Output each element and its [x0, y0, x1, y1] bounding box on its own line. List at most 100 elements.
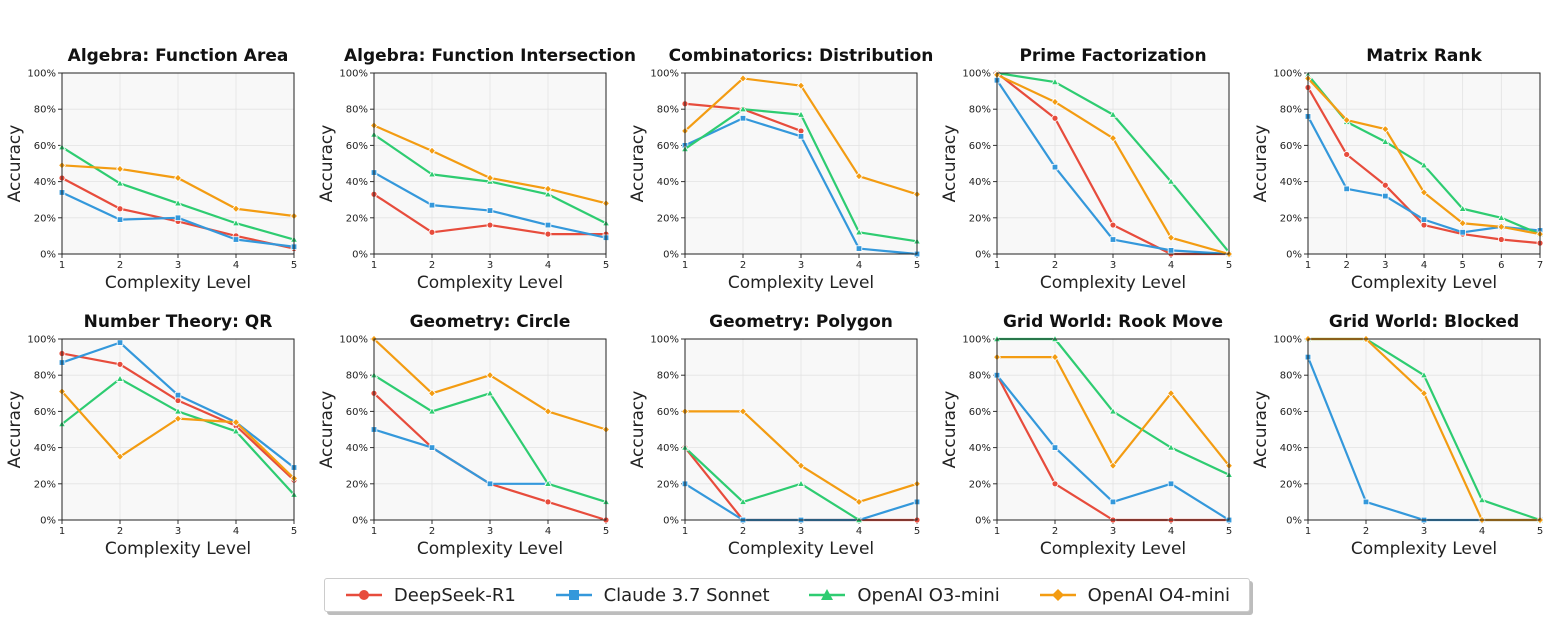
- x-tick-label: 3: [798, 526, 804, 537]
- y-tick-label: 40%: [1280, 177, 1302, 188]
- series-deepseek-r1: [370, 190, 610, 238]
- data-point: [544, 184, 552, 194]
- series-openai-o4-mini: [993, 352, 1233, 470]
- data-point: [739, 115, 747, 122]
- x-tick-label: 1: [371, 260, 377, 271]
- data-point: [738, 497, 748, 505]
- y-tick-label: 0%: [663, 516, 679, 527]
- data-point: [1167, 233, 1175, 242]
- y-tick-label: 80%: [657, 105, 679, 116]
- y-tick-label: 20%: [34, 213, 56, 224]
- chart-title: Number Theory: QR: [84, 312, 273, 332]
- data-point: [544, 230, 552, 238]
- y-tick-label: 60%: [34, 141, 56, 152]
- y-tick-label: 100%: [650, 69, 679, 80]
- data-point: [1381, 124, 1390, 134]
- y-axis-label: Accuracy: [317, 391, 337, 469]
- x-tick-label: 5: [914, 260, 920, 271]
- y-axis-label: Accuracy: [1251, 125, 1271, 203]
- data-point: [1108, 406, 1118, 415]
- data-point: [543, 189, 553, 198]
- y-axis-label: Accuracy: [5, 125, 25, 203]
- plot-frame: [61, 72, 295, 255]
- data-point: [1109, 133, 1117, 143]
- diamond-marker-icon: [1039, 589, 1076, 601]
- chart-geometry-circle: 0% 20% 40% 60% 80% 100% 1 2 3 4 5 Geometry: Circle C…: [317, 312, 611, 559]
- data-point: [1051, 97, 1059, 107]
- chart-title: Combinatorics: Distribution: [669, 46, 934, 66]
- legend-item-o4-mini: OpenAI O4-mini: [1038, 585, 1230, 606]
- data-point: [1051, 480, 1059, 488]
- y-tick-label: 80%: [969, 105, 991, 116]
- x-tick-label: 2: [117, 526, 123, 537]
- data-point: [1167, 480, 1175, 487]
- chart-geometry-polygon: 0% 20% 40% 60% 80% 100% 1 2 3 4 5 Geometry: Polygon…: [628, 312, 921, 559]
- x-tick-label: 2: [429, 260, 435, 271]
- x-tick-label: 3: [1421, 526, 1427, 537]
- data-point: [115, 178, 125, 187]
- x-tick-label: 2: [740, 526, 746, 537]
- y-tick-label: 40%: [34, 443, 56, 454]
- data-point: [174, 397, 182, 404]
- plot-frame: [1307, 72, 1541, 255]
- data-point: [1420, 389, 1428, 398]
- x-tick-label: 2: [1052, 260, 1058, 271]
- legend-label: Claude 3.7 Sonnet: [603, 584, 770, 606]
- y-tick-label: 60%: [34, 407, 56, 418]
- y-tick-label: 100%: [27, 69, 56, 80]
- data-point: [485, 388, 495, 397]
- x-tick-label: 2: [740, 260, 746, 271]
- y-tick-label: 20%: [34, 479, 56, 490]
- x-tick-label: 2: [117, 260, 123, 271]
- data-point: [428, 389, 436, 398]
- x-tick-label: 5: [1537, 526, 1543, 537]
- data-point: [797, 133, 805, 140]
- data-point: [116, 164, 124, 174]
- data-point: [1381, 181, 1389, 189]
- data-point: [1166, 443, 1176, 451]
- data-point: [174, 173, 182, 183]
- series-openai-o4-mini: [370, 121, 610, 208]
- y-tick-label: 40%: [657, 443, 679, 454]
- chart-algebra-function-intersection: 0% 20% 40% 60% 80% 100% 1 2 3 4 5 Algebra: Function…: [317, 46, 636, 293]
- data-point: [543, 479, 553, 487]
- data-point: [797, 127, 805, 135]
- data-point: [854, 227, 864, 236]
- data-point: [797, 81, 805, 90]
- y-tick-label: 80%: [346, 371, 368, 382]
- plot-frame: [61, 338, 295, 521]
- x-tick-label: 4: [233, 260, 239, 271]
- y-tick-label: 0%: [352, 250, 368, 261]
- data-point: [486, 207, 494, 214]
- y-tick-label: 40%: [346, 177, 368, 188]
- data-point: [1362, 498, 1370, 506]
- y-tick-label: 80%: [1280, 371, 1302, 382]
- data-point: [1109, 498, 1117, 506]
- y-tick-label: 40%: [969, 177, 991, 188]
- legend: DeepSeek-R1 Claude 3.7 Sonnet OpenAI O3-…: [324, 578, 1250, 612]
- x-tick-label: 3: [175, 260, 181, 271]
- data-point: [1051, 163, 1059, 171]
- y-tick-label: 40%: [969, 443, 991, 454]
- y-tick-label: 60%: [657, 141, 679, 152]
- y-axis-label: Accuracy: [940, 391, 960, 469]
- data-point: [855, 171, 863, 181]
- y-tick-label: 60%: [969, 407, 991, 418]
- legend-item-o3-mini: OpenAI O3-mini: [807, 585, 1000, 606]
- x-tick-label: 5: [914, 526, 920, 537]
- x-axis-label: Complexity Level: [417, 539, 563, 559]
- x-axis-label: Complexity Level: [1351, 539, 1497, 559]
- y-axis-label: Accuracy: [317, 125, 337, 203]
- y-tick-label: 80%: [346, 105, 368, 116]
- data-point: [231, 218, 241, 227]
- plot-frame: [373, 338, 607, 521]
- x-tick-label: 4: [1168, 526, 1174, 537]
- x-tick-label: 2: [1052, 526, 1058, 537]
- y-tick-label: 40%: [346, 443, 368, 454]
- x-axis-label: Complexity Level: [1351, 273, 1497, 293]
- data-point: [1458, 204, 1467, 212]
- data-point: [427, 406, 437, 415]
- legend-item-claude: Claude 3.7 Sonnet: [554, 585, 770, 606]
- y-axis-label: Accuracy: [940, 125, 960, 203]
